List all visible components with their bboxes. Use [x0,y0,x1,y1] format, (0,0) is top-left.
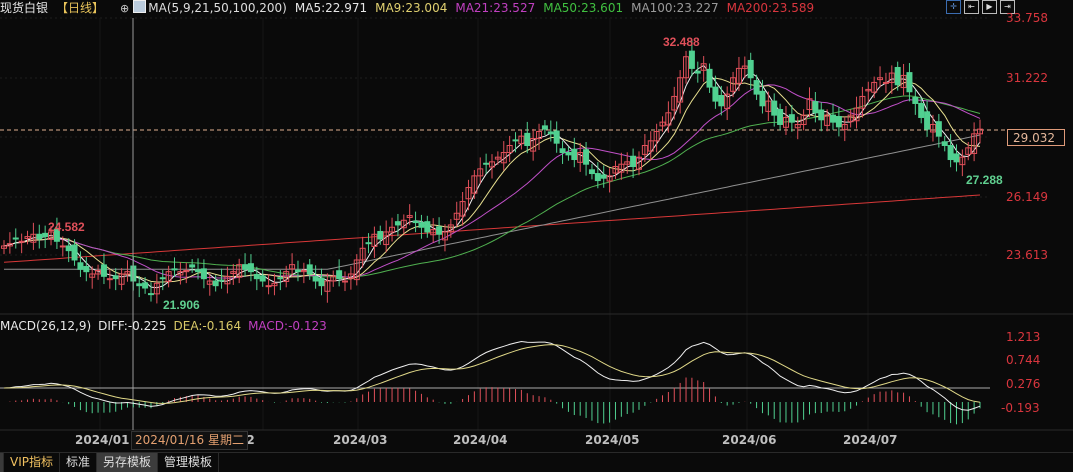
tab-save-template[interactable]: 另存模板 [97,453,159,472]
time-tick: 2024/04 [453,433,508,447]
macd-axis: 1.213 0.744 0.276 -0.193 [988,0,1073,430]
ma-legend-5: MA200:23.589 [726,1,815,15]
play-icon[interactable]: ▶ [982,0,997,14]
crosshair-date-tooltip: 2024/01/16 星期二 [131,431,248,450]
svg-text:27.288: 27.288 [966,173,1003,187]
price-axis: 33.758 31.222 26.149 23.613 [988,0,1073,310]
add-circle-icon[interactable]: ⊕ [120,2,130,15]
price-tick: 26.149 [1006,190,1048,204]
ma-legend-2: MA21:23.527 [455,1,536,15]
macd-diff: DIFF:-0.225 [98,319,167,333]
macd-tick: 0.276 [1006,377,1041,391]
ma-legend-0: MA5:22.971 [294,1,368,15]
ma-legend-3: MA50:23.601 [543,1,624,15]
time-tick: 2024/01 [75,433,130,447]
template-tabs: VIP指标 标准 另存模板 管理模板 [0,452,1073,472]
instrument-title: 现货白银 【日线】 [0,1,105,15]
tab-standard[interactable]: 标准 [60,453,98,472]
step-forward-icon[interactable]: ⇥ [1000,0,1015,14]
ma-legend-4: MA100:23.227 [631,1,719,15]
time-tick: 2024/03 [333,433,388,447]
ma-legend-1: MA9:23.004 [375,1,448,15]
macd-tick: 1.213 [1006,330,1041,344]
ma-indicator-label[interactable]: MA(5,9,21,50,100,200) [148,1,287,15]
macd-header: MACD(26,12,9) DIFF:-0.225 DEA:-0.164 MACD:-… [0,319,334,333]
current-price-label: 29.032 [1007,129,1065,146]
macd-tick: -0.193 [1001,401,1040,415]
chart-toolbar: ✛ ⇤ ▶ ⇥ [946,0,1015,14]
time-tick: 2024/07 [843,433,898,447]
macd-title[interactable]: MACD(26,12,9) [0,319,92,333]
step-back-icon[interactable]: ⇤ [964,0,979,14]
price-tick: 31.222 [1006,71,1048,85]
time-axis: 2024/01022024/032024/042024/052024/06202… [0,431,1073,449]
svg-text:32.488: 32.488 [663,35,700,49]
svg-text:21.906: 21.906 [163,298,200,312]
chart-header: 现货白银 【日线】 ⊕ MA(5,9,21,50,100,200) MA5:22.971… [0,0,930,18]
time-tick: 2024/06 [722,433,777,447]
tab-manage-template[interactable]: 管理模板 [158,453,220,472]
macd-value: MACD:-0.123 [248,319,327,333]
macd-tick: 0.744 [1006,353,1041,367]
svg-text:24.582: 24.582 [48,220,85,234]
time-tick: 2024/05 [585,433,640,447]
price-tick: 33.758 [1006,11,1048,25]
crosshair-icon[interactable]: ✛ [946,0,961,14]
tab-vip-indicator[interactable]: VIP指标 [4,453,60,472]
macd-dea: DEA:-0.164 [173,319,242,333]
price-tick: 23.613 [1006,248,1048,262]
tabs-handle[interactable] [0,453,4,472]
period-label: 【日线】 [56,1,105,15]
indicator-icon[interactable] [133,0,147,13]
